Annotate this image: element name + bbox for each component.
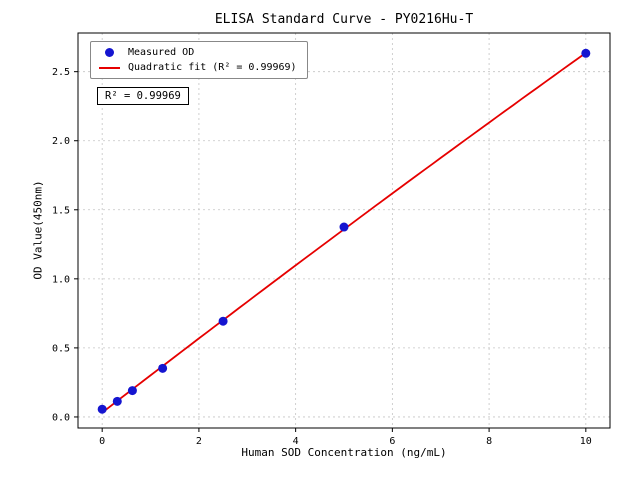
svg-text:1.0: 1.0 (52, 274, 70, 285)
quadratic-fit-line-icon (99, 66, 120, 69)
legend-entry-measured-od: Measured OD (99, 47, 297, 58)
legend-label-measured-od: Measured OD (128, 47, 195, 58)
svg-text:2.0: 2.0 (52, 136, 70, 147)
svg-text:10: 10 (580, 436, 592, 447)
svg-text:2.5: 2.5 (52, 67, 70, 78)
y-axis-label: OD Value(450nm) (31, 180, 45, 280)
legend: Measured OD Quadratic fit (R² = 0.99969) (90, 41, 308, 79)
svg-text:1.5: 1.5 (52, 205, 70, 216)
x-axis-label: Human SOD Concentration (ng/mL) (241, 446, 447, 459)
svg-text:6: 6 (389, 436, 395, 447)
chart-title: ELISA Standard Curve - PY0216Hu-T (214, 12, 474, 27)
legend-entry-quadratic-fit: Quadratic fit (R² = 0.99969) (99, 62, 297, 73)
svg-text:0.5: 0.5 (52, 343, 70, 354)
svg-text:0.0: 0.0 (52, 412, 70, 423)
svg-text:0: 0 (99, 436, 105, 447)
measured-od-marker-icon (105, 48, 114, 57)
svg-text:2: 2 (196, 436, 202, 447)
r-squared-annotation: R² = 0.99969 (97, 87, 189, 105)
svg-text:4: 4 (293, 436, 299, 447)
legend-label-quadratic-fit: Quadratic fit (R² = 0.99969) (128, 62, 297, 73)
svg-text:8: 8 (486, 436, 492, 447)
